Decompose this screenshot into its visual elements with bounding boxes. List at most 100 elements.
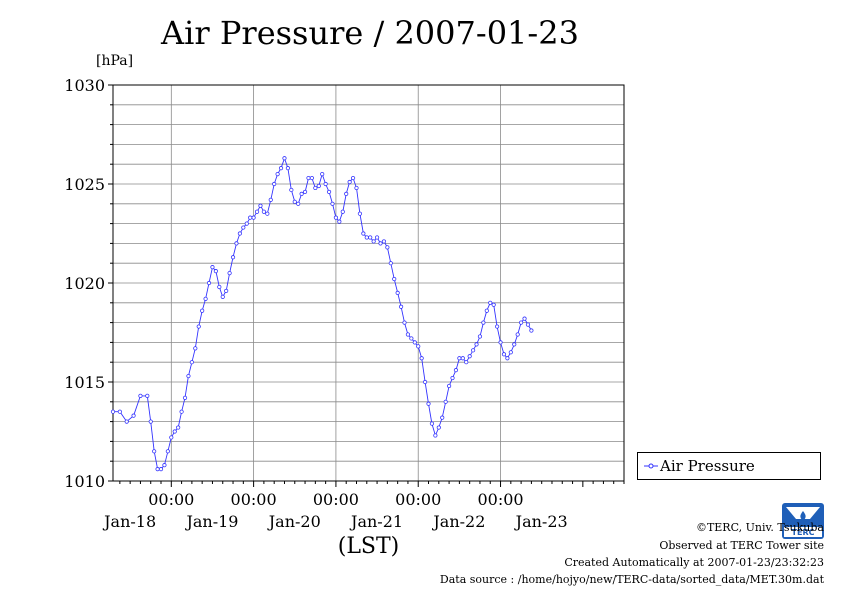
data-point — [285, 166, 291, 171]
data-point — [292, 199, 297, 204]
data-point — [453, 368, 459, 373]
data-point — [213, 269, 218, 274]
data-point — [176, 425, 181, 430]
axes: 1010 1015 1020 1025 1030 00:00 00:00 00:00 00:00… — [64, 76, 625, 559]
data-point — [398, 304, 404, 309]
data-point — [422, 379, 428, 385]
data-point — [402, 320, 407, 325]
data-point — [282, 156, 287, 161]
data-point — [450, 375, 455, 381]
data-point — [145, 393, 150, 398]
data-point — [405, 332, 411, 337]
y-tick-label: 1015 — [64, 373, 105, 392]
data-point — [519, 320, 524, 325]
data-point — [248, 215, 253, 220]
data-point — [182, 395, 188, 400]
data-point — [488, 300, 493, 305]
data-point — [210, 265, 215, 270]
data-point — [498, 340, 503, 345]
data-point — [429, 421, 435, 426]
data-point — [261, 209, 266, 214]
data-point — [484, 308, 489, 313]
data-point — [241, 225, 246, 230]
data-point — [124, 419, 129, 424]
data-point — [474, 342, 479, 347]
data-point — [374, 235, 380, 240]
data-point — [193, 346, 198, 351]
data-point — [460, 356, 465, 361]
x-time-label: 00:00 — [477, 490, 523, 509]
footer-created: Created Automatically at 2007-01-23/23:3… — [564, 556, 824, 569]
data-point — [525, 322, 531, 327]
grid-lines — [113, 85, 624, 481]
data-point — [344, 191, 349, 196]
x-axis-label: (LST) — [338, 534, 400, 559]
data-point — [316, 183, 321, 189]
data-point — [148, 419, 153, 424]
y-tick-label: 1030 — [64, 76, 105, 95]
y-tick-label: 1025 — [64, 175, 105, 194]
y-tick-label: 1010 — [64, 472, 105, 491]
data-point — [203, 296, 208, 301]
data-point — [162, 463, 167, 468]
data-point — [169, 435, 174, 440]
data-point — [409, 336, 414, 341]
y-axis-unit-label: [hPa] — [96, 53, 134, 69]
data-point — [224, 288, 229, 294]
data-point — [392, 276, 397, 282]
data-point — [333, 215, 339, 220]
data-point — [196, 324, 201, 329]
data-point — [378, 241, 383, 246]
data-point — [320, 172, 325, 177]
chart-legend: Air Pressure — [637, 452, 821, 480]
data-point — [306, 175, 311, 181]
data-point — [440, 415, 445, 420]
data-point — [179, 409, 184, 414]
data-point — [515, 332, 520, 337]
data-point — [309, 175, 315, 181]
data-point — [302, 189, 308, 195]
data-point — [268, 197, 273, 202]
data-point — [388, 261, 393, 266]
data-point — [186, 373, 191, 379]
data-point — [220, 294, 225, 299]
x-time-label: 00:00 — [395, 490, 441, 509]
footer-observed: Observed at TERC Tower site — [659, 539, 824, 552]
data-point — [227, 270, 232, 276]
data-point — [446, 383, 452, 389]
x-date-label: Jan-22 — [431, 512, 485, 531]
legend-marker-icon — [644, 463, 658, 469]
data-point — [508, 350, 513, 355]
data-point — [234, 241, 239, 246]
data-point — [254, 209, 260, 214]
data-point — [481, 320, 486, 325]
data-point — [265, 211, 270, 216]
data-point — [529, 328, 534, 333]
data-point — [117, 409, 122, 414]
data-point — [275, 172, 280, 177]
data-point — [230, 255, 236, 260]
data-point — [433, 433, 438, 438]
series-layer — [110, 156, 534, 472]
data-point — [426, 401, 431, 406]
footer-data-source: Data source : /home/hojyo/new/TERC-data/… — [439, 573, 824, 586]
x-date-label: Jan-23 — [514, 512, 568, 531]
data-point — [299, 191, 304, 196]
data-point — [172, 429, 177, 434]
data-point — [152, 449, 157, 454]
data-point — [436, 425, 441, 430]
data-point — [443, 399, 448, 404]
data-point — [385, 245, 390, 250]
data-point — [471, 348, 476, 353]
data-point — [416, 344, 421, 349]
data-point — [501, 352, 507, 357]
data-point — [354, 185, 359, 191]
data-point — [138, 393, 143, 398]
data-point — [364, 235, 369, 240]
data-point — [206, 280, 212, 286]
series-line-air-pressure — [113, 156, 532, 470]
x-date-label: Jan-21 — [349, 512, 403, 531]
data-point — [296, 201, 301, 206]
data-point — [244, 221, 249, 226]
data-point — [505, 356, 510, 361]
